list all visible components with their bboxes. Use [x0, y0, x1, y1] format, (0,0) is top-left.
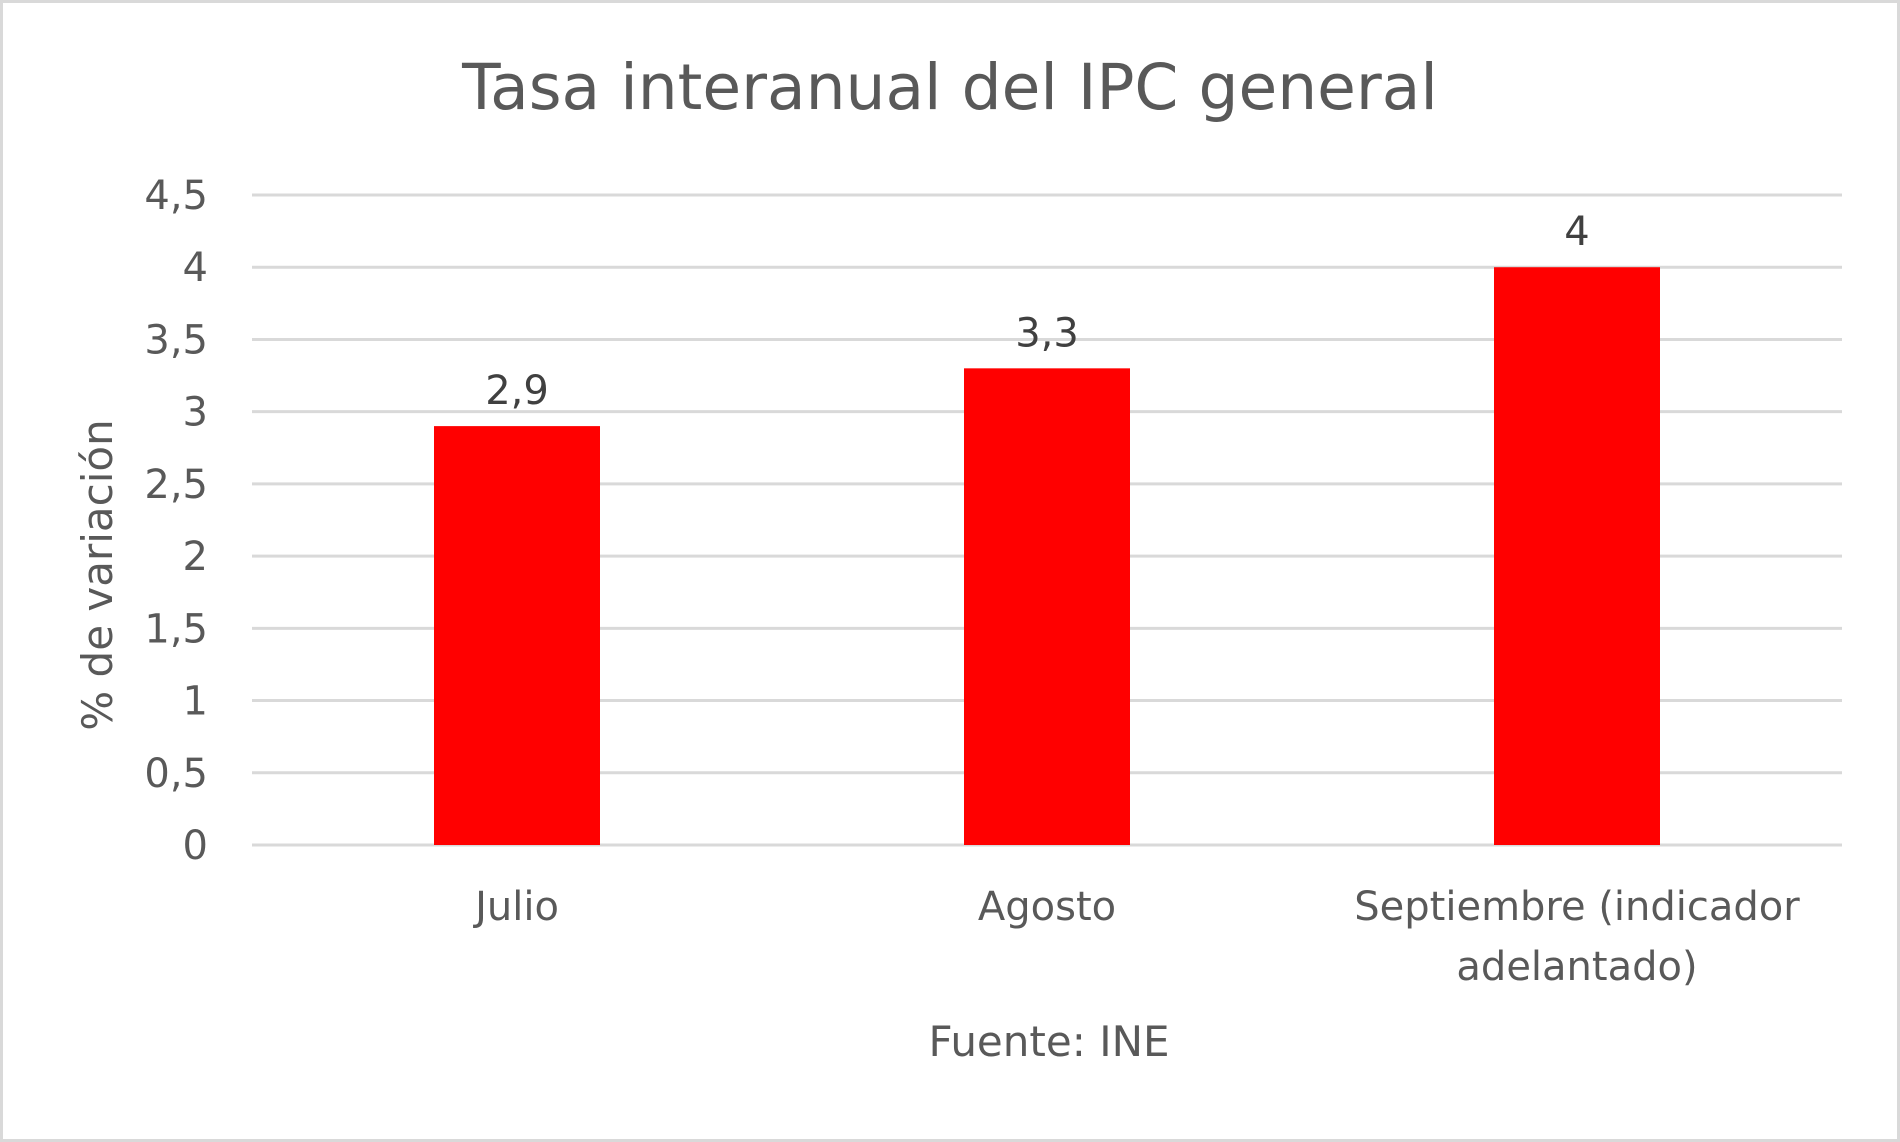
y-tick-label: 0 — [183, 823, 208, 869]
x-tick-label: adelantado) — [1456, 944, 1697, 990]
y-tick-label: 0,5 — [144, 751, 208, 797]
x-axis-title: Fuente: INE — [928, 1017, 1169, 1066]
x-tick-label: Agosto — [978, 884, 1116, 930]
y-tick-label: 4,5 — [144, 173, 208, 219]
y-tick-label: 4 — [183, 245, 208, 291]
chart-title: Tasa interanual del IPC general — [462, 51, 1438, 124]
y-tick-label: 1 — [183, 679, 208, 725]
y-tick-label: 1,5 — [144, 606, 208, 652]
bars — [434, 267, 1660, 845]
bar — [1494, 267, 1660, 845]
y-tick-label: 2 — [183, 534, 208, 580]
bar — [964, 368, 1130, 845]
data-label: 2,9 — [485, 368, 549, 414]
y-axis-title: % de variación — [73, 419, 122, 730]
x-tick-label: Septiembre (indicador — [1354, 884, 1800, 930]
x-tick-label: Julio — [472, 884, 559, 930]
data-label: 4 — [1564, 209, 1589, 255]
y-tick-label: 3 — [183, 390, 208, 436]
labels: 0 0,5 1 1,5 2 2,5 3 3,5 4 4,5 2,9 Julio 3,3 Agosto 4 Se… — [144, 173, 1800, 990]
bar — [434, 426, 600, 845]
data-label: 3,3 — [1015, 310, 1079, 356]
y-tick-label: 3,5 — [144, 317, 208, 363]
y-tick-label: 2,5 — [144, 462, 208, 508]
